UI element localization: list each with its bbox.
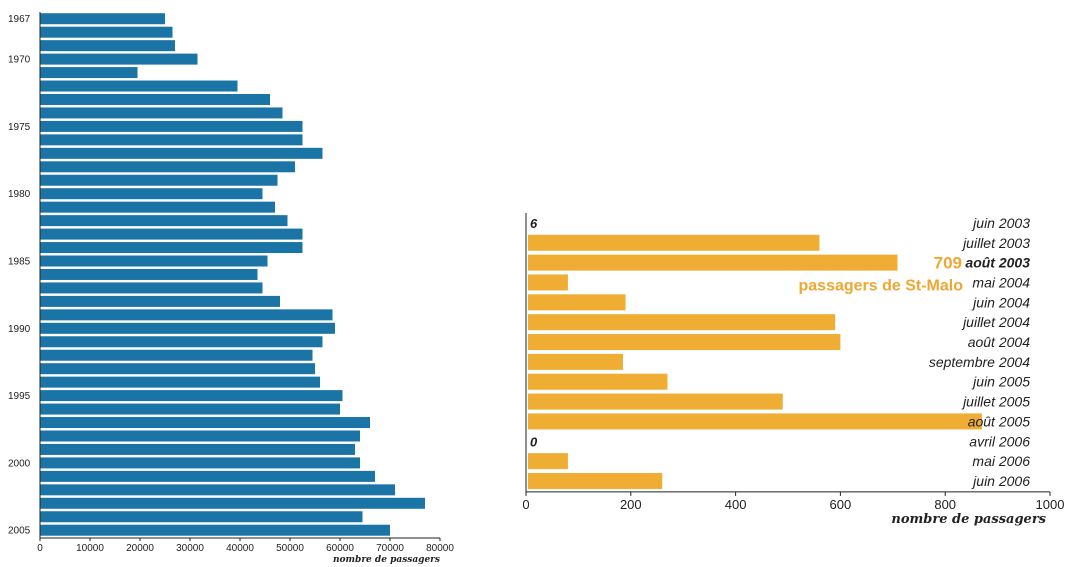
y-tick-label: 2005: [8, 526, 31, 537]
category-label: septembre 2004: [929, 354, 1030, 370]
x-tick-label: 60000: [326, 543, 354, 554]
bar-2000: [40, 457, 360, 469]
x-tick-label: 800: [934, 497, 956, 512]
category-label: juillet 2004: [961, 314, 1030, 330]
x-tick-label: 0: [37, 543, 43, 554]
y-tick-label: 1980: [8, 189, 31, 200]
x-tick-label: 0: [522, 497, 529, 512]
bar-août-2004: [528, 334, 841, 351]
value-label: 0: [530, 434, 538, 449]
category-label: mai 2006: [972, 453, 1030, 469]
x-axis-label: nombre de passagers: [891, 512, 1046, 527]
category-label: juin 2003: [971, 215, 1030, 231]
bar-1987: [40, 282, 263, 294]
y-tick-label: 1995: [8, 391, 31, 402]
bar-1994: [40, 376, 320, 388]
bar-juillet-2005: [528, 393, 783, 410]
category-label: mai 2004: [972, 274, 1030, 290]
x-tick-label: 600: [830, 497, 852, 512]
bar-1975: [40, 120, 303, 132]
bar-2004: [40, 511, 363, 523]
bar-septembre-2004: [528, 353, 623, 370]
bar-1984: [40, 242, 303, 254]
category-label: août 2004: [968, 334, 1030, 350]
bar-1976: [40, 134, 303, 146]
x-tick-label: 400: [725, 497, 747, 512]
bar-1991: [40, 336, 323, 348]
y-tick-label: 1985: [8, 257, 31, 268]
bar-1983: [40, 228, 303, 240]
bar-1982: [40, 215, 288, 227]
bar-1969: [40, 40, 175, 52]
bar-1999: [40, 443, 355, 455]
value-label: 6: [530, 216, 538, 231]
category-label: juin 2005: [971, 374, 1030, 390]
bar-mai-2004: [528, 274, 568, 291]
y-tick-label: 2000: [8, 458, 31, 469]
bar-juillet-2003: [528, 234, 820, 251]
bar-1986: [40, 268, 258, 280]
y-tick-label: 1990: [8, 324, 31, 335]
x-tick-label: 80000: [426, 543, 454, 554]
bar-1995: [40, 390, 343, 402]
category-label: août 2003: [965, 255, 1030, 271]
annotation-text: passagers de St-Malo: [799, 278, 964, 295]
category-label: juillet 2003: [961, 235, 1030, 251]
bar-août-2003: [528, 254, 898, 271]
bar-2002: [40, 484, 395, 496]
bar-1971: [40, 67, 138, 79]
bar-1967: [40, 13, 165, 25]
category-label: juillet 2005: [961, 394, 1030, 410]
bar-2001: [40, 470, 375, 482]
x-tick-label: 50000: [276, 543, 304, 554]
bar-1998: [40, 430, 360, 442]
bar-juin-2005: [528, 373, 668, 390]
x-tick-label: 10000: [76, 543, 104, 554]
y-tick-label: 1975: [8, 122, 31, 133]
bar-1970: [40, 53, 198, 65]
bar-1993: [40, 363, 315, 375]
bar-1989: [40, 309, 333, 321]
category-label: juin 2004: [971, 294, 1030, 310]
y-tick-label: 1970: [8, 55, 31, 66]
bar-1978: [40, 161, 295, 173]
bar-1996: [40, 403, 340, 415]
bar-1973: [40, 93, 270, 105]
bar-1988: [40, 295, 280, 307]
bar-1980: [40, 188, 263, 200]
bar-août-2005: [528, 413, 982, 430]
category-label: avril 2006: [969, 433, 1030, 449]
bar-1990: [40, 322, 335, 334]
bar-1977: [40, 147, 323, 159]
bar-juin-2004: [528, 294, 626, 311]
bar-1968: [40, 26, 173, 38]
bar-juillet-2004: [528, 314, 836, 331]
x-tick-label: 40000: [226, 543, 254, 554]
annotation-value: 709: [934, 254, 962, 273]
bar-1992: [40, 349, 313, 361]
x-tick-label: 30000: [176, 543, 204, 554]
bar-mai-2006: [528, 453, 568, 470]
bar-1979: [40, 174, 278, 186]
bar-1981: [40, 201, 275, 213]
bar-juin-2006: [528, 472, 663, 489]
right-chart-passengers-by-month: 6 0 juin 2003 juillet 2003 août 2003 mai 2004…: [522, 213, 1064, 527]
x-tick-label: 70000: [376, 543, 404, 554]
bar-2003: [40, 497, 425, 509]
y-tick-label: 1967: [8, 14, 31, 25]
x-tick-label: 1000: [1036, 497, 1065, 512]
x-axis-label: nombre de passagers: [333, 555, 440, 565]
left-chart-passengers-by-year: 1967 1970 1975 1980 1985 1990 1995 2000 2005 0 100…: [8, 12, 454, 565]
bar-2005: [40, 524, 390, 536]
bar-1972: [40, 80, 238, 92]
x-tick-label: 200: [620, 497, 642, 512]
category-label: juin 2006: [971, 473, 1030, 489]
bar-1997: [40, 417, 370, 429]
bar-1974: [40, 107, 283, 119]
x-tick-label: 20000: [126, 543, 154, 554]
category-label: août 2005: [968, 413, 1030, 429]
bar-1985: [40, 255, 268, 267]
